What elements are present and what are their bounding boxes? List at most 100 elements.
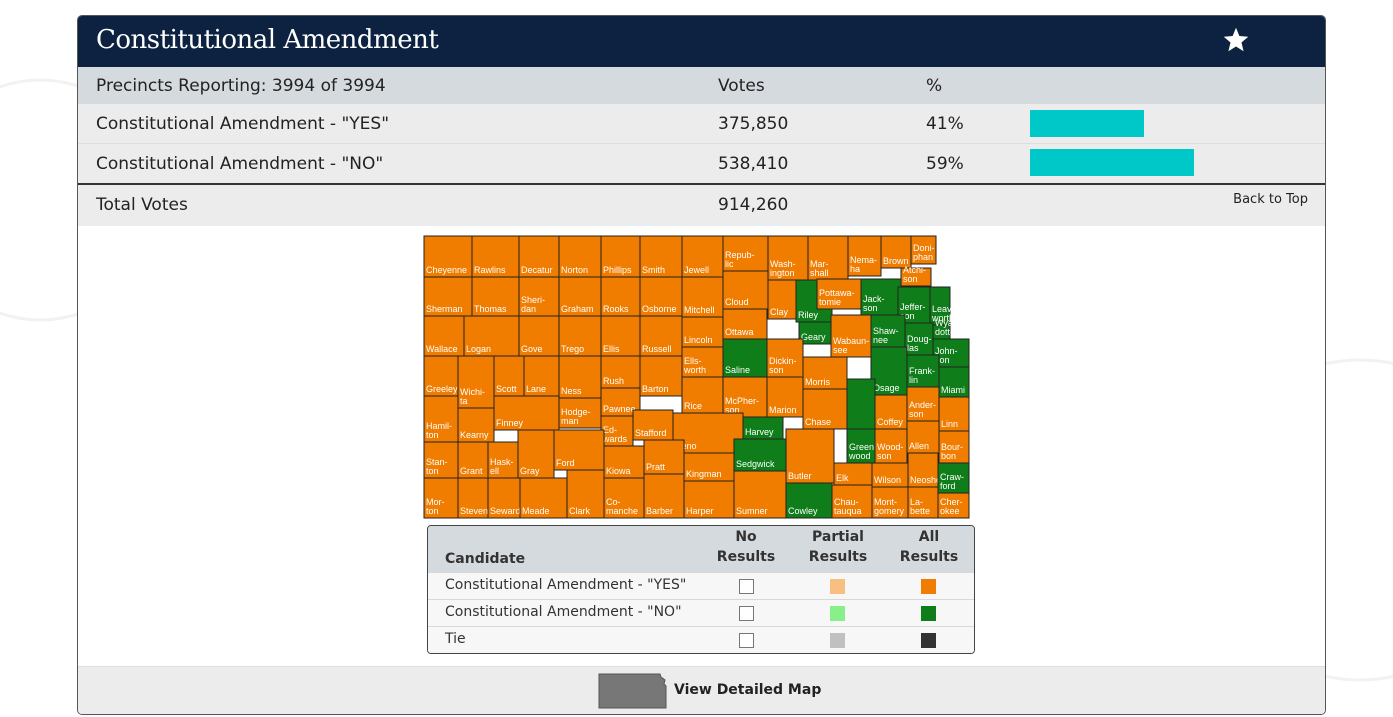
county-butler[interactable]: Butler xyxy=(785,428,835,484)
county-hamilton[interactable]: Hamil-ton xyxy=(423,395,459,443)
county-ness[interactable]: Ness xyxy=(558,355,602,399)
county-cheyenne[interactable]: Cheyenne xyxy=(423,235,473,278)
county-montgomery[interactable]: Mont-gomery xyxy=(871,486,909,519)
county-russell[interactable]: Russell xyxy=(639,315,683,357)
no-results-checkbox[interactable] xyxy=(739,579,754,594)
county-stanton[interactable]: Stan-ton xyxy=(423,441,459,479)
county-reno[interactable]: Reno xyxy=(672,412,744,454)
county-osborne[interactable]: Osborne xyxy=(639,276,683,317)
county-chase[interactable]: Chase xyxy=(802,388,848,430)
star-icon[interactable] xyxy=(1222,26,1250,54)
county-kingman[interactable]: Kingman xyxy=(683,452,735,482)
county-rooks[interactable]: Rooks xyxy=(600,276,641,317)
county-shawnee[interactable]: Shaw-nee xyxy=(870,314,906,348)
county-trego[interactable]: Trego xyxy=(558,315,602,357)
county-pratt[interactable]: Pratt xyxy=(643,439,685,475)
county-pottawatomie[interactable]: Pottawa-tomie xyxy=(816,278,868,310)
no-results-checkbox[interactable] xyxy=(739,633,754,648)
county-brown[interactable]: Brown xyxy=(880,235,912,269)
county-wabaunsee[interactable]: Wabaun-see xyxy=(830,314,872,358)
county-wilson[interactable]: Wilson xyxy=(871,462,909,488)
county-coffey[interactable]: Coffey xyxy=(874,394,908,430)
county-smith[interactable]: Smith xyxy=(639,235,683,278)
county-morris[interactable]: Morris xyxy=(802,356,848,390)
county-anderson[interactable]: Ander-son xyxy=(906,386,940,422)
kansas-county-map[interactable]: Cheyenne Rawlins Decatur Norton Phillips Smit… xyxy=(423,235,983,520)
county-cherokee[interactable]: Cher-okee xyxy=(937,492,970,519)
county-geary[interactable]: Geary xyxy=(798,321,832,345)
county-saline[interactable]: Saline xyxy=(722,338,768,378)
county-thomas[interactable]: Thomas xyxy=(471,276,520,317)
county-elk[interactable]: Elk xyxy=(833,462,873,486)
county-hodgeman[interactable]: Hodge-man xyxy=(558,397,602,429)
county-marion[interactable]: Marion xyxy=(766,376,804,418)
county-barton[interactable]: Barton xyxy=(639,355,683,397)
county-sumner[interactable]: Sumner xyxy=(733,470,787,519)
county-neosho[interactable]: Neosho xyxy=(907,452,941,488)
county-bourbon[interactable]: Bour-bon xyxy=(938,430,970,464)
county-ford[interactable]: Ford xyxy=(553,429,605,471)
county-mcpherson[interactable]: McPher-son xyxy=(722,376,768,418)
county-clay[interactable]: Clay xyxy=(767,279,800,320)
county-dickinson[interactable]: Dickin-son xyxy=(766,338,804,378)
county-barber[interactable]: Barber xyxy=(643,473,685,519)
county-jewell[interactable]: Jewell xyxy=(681,235,724,278)
county-miami[interactable]: Miami xyxy=(938,366,970,398)
county-crawford[interactable]: Craw-ford xyxy=(937,462,970,494)
county-osage[interactable]: Osage xyxy=(870,346,908,396)
no-results-checkbox[interactable] xyxy=(739,606,754,621)
county-ellsworth[interactable]: Ells-worth xyxy=(681,346,724,378)
county-washington[interactable]: Wash-ington xyxy=(767,235,809,281)
county-greeley[interactable]: Greeley xyxy=(423,355,459,397)
county-harvey[interactable]: Harvey xyxy=(742,416,784,440)
county-chautauqua[interactable]: Chau-tauqua xyxy=(831,484,873,519)
county-douglas[interactable]: Doug-las xyxy=(904,322,934,356)
county-rush[interactable]: Rush xyxy=(600,355,641,389)
county-wallace[interactable]: Wallace xyxy=(423,315,465,357)
county-kiowa[interactable]: Kiowa xyxy=(603,445,645,479)
county-scott[interactable]: Scott xyxy=(493,355,525,397)
county-atchison[interactable]: Atchi-son xyxy=(900,265,932,287)
county-gove[interactable]: Gove xyxy=(518,315,560,357)
county-haskell[interactable]: Hask-ell xyxy=(487,441,519,479)
county-allen[interactable]: Allen xyxy=(906,420,940,454)
county-ellis[interactable]: Ellis xyxy=(600,315,641,357)
county-gray[interactable]: Gray xyxy=(517,429,555,479)
county-sedgwick[interactable]: Sedgwick xyxy=(733,438,787,472)
county-grant[interactable]: Grant xyxy=(457,441,489,479)
county-clark[interactable]: Clark xyxy=(566,469,605,519)
county-lincoln[interactable]: Lincoln xyxy=(681,316,724,348)
county-meade[interactable]: Meade xyxy=(519,477,568,519)
county-cowley[interactable]: Cowley xyxy=(785,482,833,519)
county-republic[interactable]: Repub-lic xyxy=(722,235,769,272)
county-graham[interactable]: Graham xyxy=(558,276,602,317)
county-comanche[interactable]: Co-manche xyxy=(603,477,645,519)
county-decatur[interactable]: Decatur xyxy=(518,235,560,278)
county-wichita[interactable]: Wichi-ta xyxy=(457,355,495,409)
county-edwards[interactable]: Ed-wards xyxy=(600,415,634,447)
county-wyandotte[interactable]: Wyan-dotte xyxy=(932,318,961,340)
county-stafford[interactable]: Stafford xyxy=(632,409,674,441)
county-morton[interactable]: Mor-ton xyxy=(423,477,459,519)
county-woodson[interactable]: Wood-son xyxy=(874,428,908,464)
county-ottawa[interactable]: Ottawa xyxy=(722,308,768,340)
county-mitchell[interactable]: Mitchell xyxy=(681,276,724,318)
county-kearny[interactable]: Kearny xyxy=(457,407,495,443)
county-doniphan[interactable]: Doni-phan xyxy=(910,235,937,265)
county-harper[interactable]: Harper xyxy=(683,480,735,519)
county-seward[interactable]: Seward xyxy=(487,477,521,519)
county-nemaha[interactable]: Nema-ha xyxy=(847,235,882,277)
county-marshall[interactable]: Mar-shall xyxy=(807,235,849,281)
county-labette[interactable]: La-bette xyxy=(907,486,939,519)
county-norton[interactable]: Norton xyxy=(558,235,602,278)
county-lane[interactable]: Lane xyxy=(523,355,560,397)
county-cloud[interactable]: Cloud xyxy=(722,270,769,310)
county-linn[interactable]: Linn xyxy=(938,396,970,432)
county-franklin[interactable]: Frank-lin xyxy=(906,354,940,388)
back-to-top-link[interactable]: Back to Top xyxy=(1233,192,1308,207)
county-logan[interactable]: Logan xyxy=(463,315,520,357)
county-sherman[interactable]: Sherman xyxy=(423,276,473,317)
county-rawlins[interactable]: Rawlins xyxy=(471,235,520,278)
county-phillips[interactable]: Phillips xyxy=(600,235,641,278)
county-pawnee[interactable]: Pawnee xyxy=(600,387,641,417)
